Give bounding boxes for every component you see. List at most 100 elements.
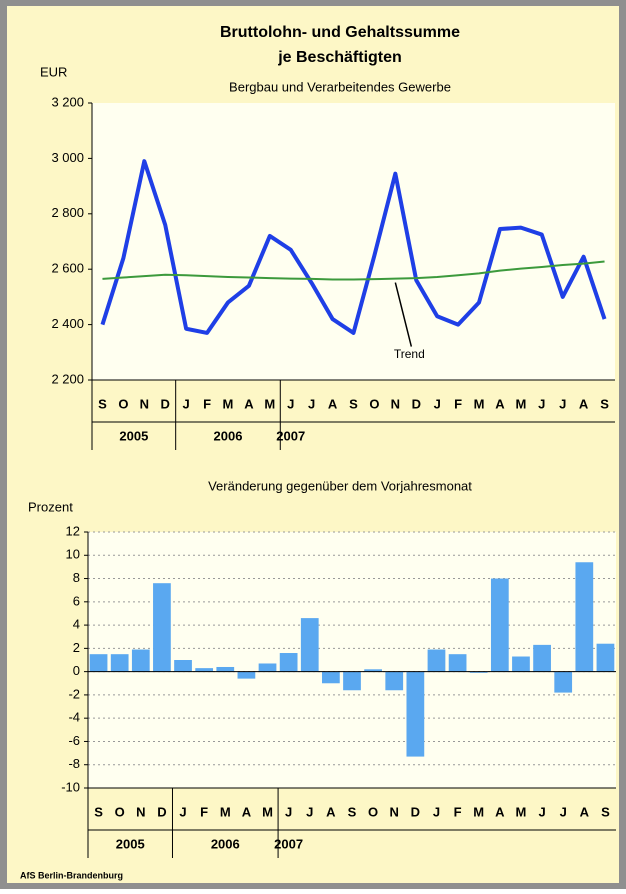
bar <box>554 671 573 693</box>
bar <box>258 663 277 672</box>
bar <box>512 656 530 672</box>
x-tick-label: A <box>244 396 254 411</box>
x-tick-label: S <box>94 804 103 819</box>
x-tick-label: J <box>308 396 315 411</box>
x-tick-label: N <box>390 804 399 819</box>
year-label: 2007 <box>276 428 305 443</box>
y-tick-label: -2 <box>68 686 80 701</box>
bar <box>110 654 129 672</box>
line <box>102 260 605 281</box>
bar <box>195 668 214 672</box>
source: AfS Berlin-Brandenburg <box>20 870 123 880</box>
x-tick-label: S <box>348 804 357 819</box>
x-tick-label: F <box>454 804 462 819</box>
x-tick-label: M <box>474 396 485 411</box>
bar <box>279 653 298 672</box>
bar <box>322 671 340 684</box>
y-tick-label: 2 800 <box>51 205 84 220</box>
y-tick-label: 6 <box>73 593 80 608</box>
x-tick-label: M <box>515 396 526 411</box>
y-tick-label: 2 <box>73 640 80 655</box>
title-line: Bruttolohn- und Gehaltssumme <box>220 24 460 41</box>
bar <box>490 578 509 672</box>
x-tick-label: A <box>328 396 338 411</box>
x-tick-label: F <box>454 396 462 411</box>
bar <box>300 618 319 672</box>
x-tick-label: F <box>203 396 211 411</box>
x-tick-label: A <box>579 396 589 411</box>
bar <box>596 643 615 672</box>
year-label: 2005 <box>116 836 145 851</box>
x-tick-label: S <box>600 396 609 411</box>
y-tick-label: -6 <box>68 733 80 748</box>
x-tick-label: J <box>285 804 292 819</box>
y-tick-label: -8 <box>68 756 80 771</box>
annotation: Trend <box>394 347 425 361</box>
bar <box>427 649 446 672</box>
bar <box>385 671 404 691</box>
x-tick-label: N <box>391 396 400 411</box>
x-tick-label: O <box>369 396 379 411</box>
x-tick-label: M <box>220 804 231 819</box>
x-tick-label: D <box>161 396 170 411</box>
bar <box>364 669 382 672</box>
x-tick-label: A <box>242 804 252 819</box>
x-tick-label: A <box>495 396 505 411</box>
x-tick-label: J <box>538 804 545 819</box>
x-tick-label: S <box>349 396 358 411</box>
bar <box>216 666 235 672</box>
x-tick-label: J <box>183 396 190 411</box>
y-tick-label: 8 <box>73 570 80 585</box>
y-tick-label: 4 <box>73 617 80 632</box>
x-tick-label: D <box>157 804 166 819</box>
x-tick-label: M <box>516 804 527 819</box>
y-tick-label: 2 200 <box>51 371 84 386</box>
y-tick-label: 3 000 <box>51 150 84 165</box>
y-tick-label: 10 <box>66 547 80 562</box>
x-tick-label: J <box>433 804 440 819</box>
bar <box>469 671 488 673</box>
y-tick-label: -4 <box>68 710 80 725</box>
year-label: 2007 <box>274 836 303 851</box>
bar <box>131 649 150 672</box>
y-axis-label: EUR <box>40 64 67 79</box>
year-label: 2006 <box>211 836 240 851</box>
x-tick-label: J <box>560 804 567 819</box>
year-label: 2006 <box>214 428 243 443</box>
y-tick-label: 0 <box>73 663 80 678</box>
y-tick-label: 3 200 <box>51 94 84 109</box>
line <box>100 159 607 335</box>
x-tick-label: F <box>200 804 208 819</box>
bar <box>153 583 171 672</box>
bar <box>237 671 256 679</box>
bar <box>406 671 425 757</box>
x-tick-label: J <box>538 396 545 411</box>
title-line: je Beschäftigten <box>277 49 402 66</box>
x-tick-label: N <box>136 804 145 819</box>
y-axis-label: Prozent <box>28 499 73 514</box>
x-tick-label: M <box>473 804 484 819</box>
x-tick-label: A <box>495 804 505 819</box>
x-tick-label: A <box>580 804 590 819</box>
x-tick-label: J <box>306 804 313 819</box>
y-tick-label: 2 600 <box>51 261 84 276</box>
y-tick-label: -10 <box>61 779 80 794</box>
x-tick-label: J <box>179 804 186 819</box>
x-tick-label: S <box>98 396 107 411</box>
subtitle: Bergbau und Verarbeitendes Gewerbe <box>229 79 451 94</box>
bar <box>533 644 551 672</box>
bar <box>174 660 192 672</box>
bar <box>448 654 467 672</box>
y-tick-label: 2 400 <box>51 316 84 331</box>
x-tick-label: M <box>264 396 275 411</box>
x-tick-label: N <box>140 396 149 411</box>
x-tick-label: O <box>368 804 378 819</box>
bar <box>89 654 108 672</box>
bar <box>343 671 361 691</box>
x-tick-label: D <box>412 396 421 411</box>
x-tick-label: J <box>434 396 441 411</box>
y-tick-label: 12 <box>66 523 80 538</box>
subtitle: Veränderung gegenüber dem Vorjahresmonat <box>208 478 472 493</box>
bar <box>575 562 594 672</box>
